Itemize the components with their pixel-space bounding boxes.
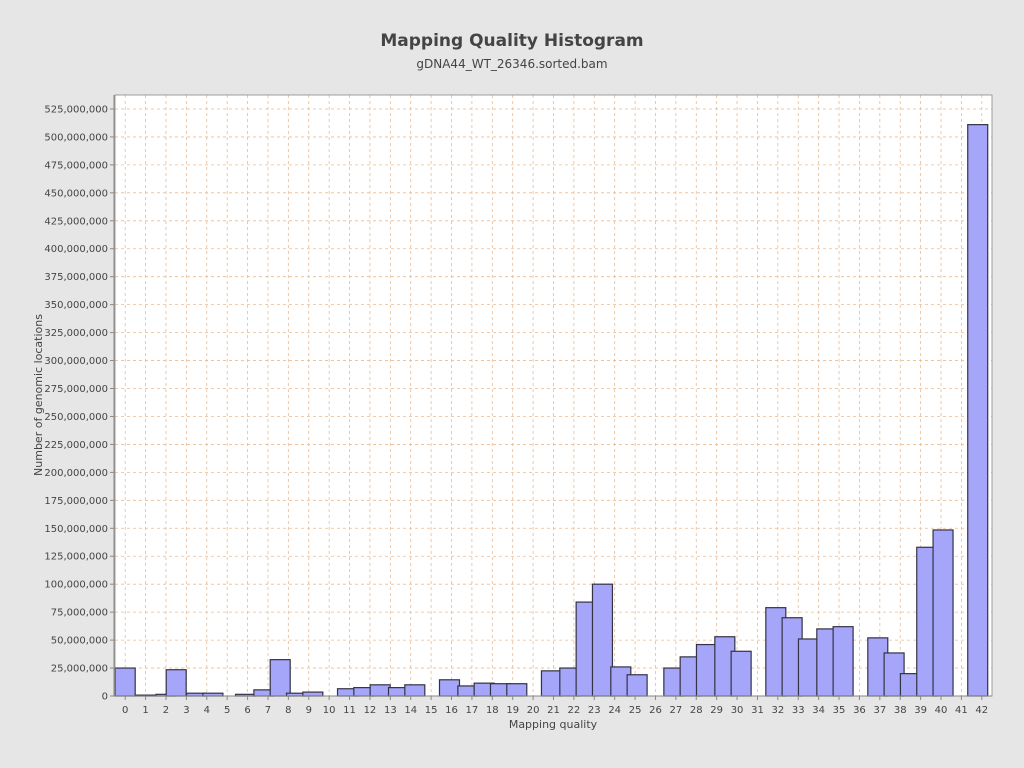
y-tick-label: 75,000,000 (51, 608, 108, 619)
x-tick-label: 14 (404, 705, 417, 716)
x-tick-labels: 0 1 2 3 4 5 6 7 8 9 10 11 12 13 14 15 16 17 18 19 20 21 22 23 24… (122, 696, 988, 716)
x-tick-label: 40 (935, 705, 948, 716)
y-tick-label: 425,000,000 (44, 216, 108, 227)
x-tick-label: 11 (343, 705, 356, 716)
histogram-bar (540, 670, 563, 697)
x-tick-label: 17 (466, 705, 479, 716)
y-tick-label: 300,000,000 (44, 356, 108, 367)
histogram-bar (165, 669, 187, 697)
histogram-bar (404, 684, 426, 697)
x-tick-label: 24 (608, 705, 621, 716)
x-tick-label: 32 (771, 705, 784, 716)
y-tick-label: 50,000,000 (51, 636, 108, 647)
x-tick-label: 7 (265, 705, 271, 716)
histogram-bar (967, 124, 989, 697)
x-tick-label: 30 (731, 705, 744, 716)
x-axis-label: Mapping quality (509, 718, 598, 731)
y-tick-label: 25,000,000 (51, 664, 108, 675)
y-tick-label: 200,000,000 (44, 468, 108, 479)
x-tick-label: 15 (425, 705, 438, 716)
x-tick-label: 28 (690, 705, 703, 716)
histogram-bar (730, 650, 752, 697)
x-tick-label: 19 (506, 705, 519, 716)
x-tick-label: 25 (629, 705, 642, 716)
y-tick-label: 0 (102, 692, 108, 703)
x-tick-label: 36 (853, 705, 866, 716)
y-tick-label: 475,000,000 (44, 160, 108, 171)
histogram-bar (797, 638, 820, 697)
x-tick-label: 39 (914, 705, 927, 716)
x-tick-label: 16 (445, 705, 458, 716)
x-tick-label: 4 (204, 705, 210, 716)
x-tick-label: 23 (588, 705, 601, 716)
y-tick-label: 350,000,000 (44, 300, 108, 311)
x-tick-label: 22 (568, 705, 581, 716)
x-tick-label: 29 (710, 705, 723, 716)
x-tick-label: 35 (833, 705, 846, 716)
y-tick-label: 525,000,000 (44, 104, 108, 115)
y-tick-label: 275,000,000 (44, 384, 108, 395)
chart-title: Mapping Quality Histogram (380, 31, 644, 51)
x-tick-label: 20 (527, 705, 540, 716)
x-tick-label: 33 (792, 705, 805, 716)
x-tick-label: 34 (812, 705, 825, 716)
chart-subtitle: gDNA44_WT_26346.sorted.bam (416, 57, 608, 71)
histogram-bar (591, 583, 614, 697)
histogram-bar (114, 667, 136, 697)
x-tick-label: 31 (751, 705, 764, 716)
x-tick-label: 3 (183, 705, 189, 716)
histogram-bar (832, 626, 854, 697)
grid-lines (115, 95, 992, 697)
y-tick-label: 450,000,000 (44, 188, 108, 199)
x-tick-label: 27 (670, 705, 683, 716)
y-tick-label: 375,000,000 (44, 272, 108, 283)
histogram-bar (695, 643, 718, 697)
y-tick-label: 225,000,000 (44, 440, 108, 451)
x-tick-label: 12 (364, 705, 377, 716)
x-tick-label: 38 (894, 705, 907, 716)
histogram-bar (438, 679, 461, 697)
x-tick-label: 0 (122, 705, 128, 716)
x-tick-label: 5 (224, 705, 230, 716)
x-tick-label: 37 (873, 705, 886, 716)
histogram-bar (626, 674, 648, 697)
y-tick-label: 325,000,000 (44, 328, 108, 339)
y-tick-label: 150,000,000 (44, 524, 108, 535)
x-tick-label: 41 (955, 705, 968, 716)
y-tick-label: 175,000,000 (44, 496, 108, 507)
histogram-bar (302, 691, 324, 697)
x-tick-label: 26 (649, 705, 662, 716)
y-tick-label: 100,000,000 (44, 580, 108, 591)
bars (114, 124, 989, 697)
x-tick-label: 2 (163, 705, 169, 716)
x-tick-label: 18 (486, 705, 499, 716)
x-tick-label: 42 (975, 705, 988, 716)
y-tick-label: 250,000,000 (44, 412, 108, 423)
x-tick-label: 10 (323, 705, 336, 716)
y-tick-label: 125,000,000 (44, 552, 108, 563)
histogram-bar (932, 529, 954, 697)
x-tick-label: 6 (244, 705, 250, 716)
x-tick-label: 1 (142, 705, 148, 716)
y-axis-label: Number of genomic locations (32, 314, 45, 476)
x-tick-label: 9 (306, 705, 312, 716)
x-tick-label: 13 (384, 705, 397, 716)
histogram-bar (369, 684, 391, 697)
x-tick-label: 8 (285, 705, 291, 716)
histogram-bar (269, 659, 291, 697)
y-tick-label: 400,000,000 (44, 244, 108, 255)
histogram-bar (506, 683, 528, 697)
y-tick-label: 500,000,000 (44, 132, 108, 143)
y-tick-labels: 0 25,000,000 50,000,000 75,000,000 100,000,0… (44, 104, 114, 703)
x-tick-label: 21 (547, 705, 560, 716)
